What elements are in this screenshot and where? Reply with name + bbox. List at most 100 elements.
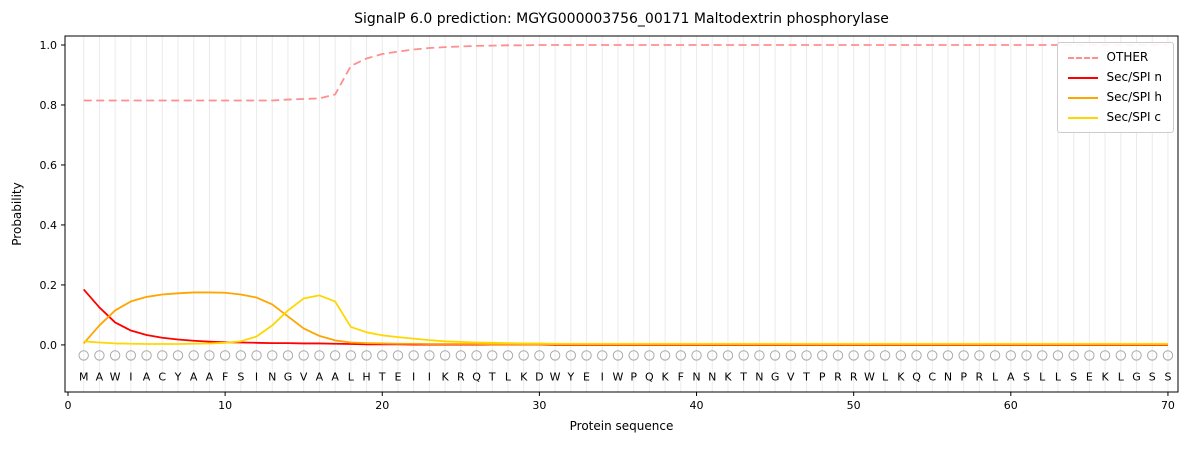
residue-letter: S (1149, 370, 1156, 383)
residue-letter: P (819, 370, 826, 383)
residue-marker-icon (219, 350, 231, 361)
residue-marker-icon (235, 350, 247, 361)
residue-marker-icon (377, 350, 388, 361)
residue-marker-icon (455, 350, 467, 361)
residue-letter: E (394, 370, 401, 383)
residue-letter: S (237, 370, 244, 383)
x-tick-label: 60 (1004, 399, 1018, 412)
residue-marker-icon (597, 350, 608, 361)
residue-marker-icon (801, 350, 812, 361)
legend-label: Sec/SPI c (1106, 110, 1161, 124)
y-tick-label: 0.4 (40, 219, 58, 232)
residue-letter: S (1070, 370, 1077, 383)
residue-letter: V (787, 370, 795, 383)
residue-marker-icon (125, 350, 137, 361)
residue-letter: K (897, 370, 905, 383)
residue-marker-icon (911, 350, 922, 361)
residue-letter: Y (566, 370, 574, 383)
residue-marker-icon (392, 350, 404, 361)
residue-marker-icon (864, 350, 875, 361)
residue-marker-icon (1162, 350, 1174, 361)
residue-marker-icon (785, 350, 797, 361)
residue-letter: P (630, 370, 637, 383)
residue-marker-icon (251, 350, 262, 361)
residue-letter: E (1086, 370, 1093, 383)
residue-letter: R (976, 370, 984, 383)
series-lines (83, 44, 1168, 346)
residue-marker-icon (1147, 350, 1158, 361)
residue-letter: L (348, 370, 355, 383)
residue-letter: Q (645, 370, 654, 383)
residue-letter: Q (472, 370, 481, 383)
residue-marker-icon (974, 350, 985, 361)
y-tick-label: 0.6 (40, 159, 58, 172)
residue-marker-icon (958, 350, 969, 361)
residue-marker-icon (314, 350, 325, 361)
x-tick-label: 70 (1161, 399, 1175, 412)
residue-letter: T (378, 370, 386, 383)
residue-marker-icon (707, 350, 718, 361)
residue-marker-icon (188, 350, 199, 361)
residue-letter: L (882, 370, 889, 383)
legend-label: Sec/SPI n (1106, 70, 1162, 84)
residue-letter: A (143, 370, 151, 383)
residue-marker-icon (361, 350, 372, 361)
residue-letter: T (739, 370, 747, 383)
y-axis-label: Probability (10, 182, 24, 246)
residue-marker-icon (1068, 350, 1079, 361)
series-other (83, 44, 1168, 102)
gridlines (83, 36, 1169, 392)
residue-marker-icon (408, 350, 419, 361)
residue-letter: N (708, 370, 716, 383)
residue-letter: M (79, 370, 89, 383)
residue-marker-icon (644, 350, 655, 361)
residue-letter: W (864, 370, 875, 383)
residue-letter: P (960, 370, 967, 383)
residue-marker-icon (1115, 350, 1127, 361)
residue-letter: F (678, 370, 684, 383)
residue-letter: F (222, 370, 228, 383)
residue-marker-icon (738, 350, 749, 361)
y-tick-label: 0.0 (40, 339, 58, 352)
residue-marker-icon (78, 350, 89, 361)
residue-letter: T (488, 370, 496, 383)
chart-title: SignalP 6.0 prediction: MGYG000003756_00… (354, 11, 889, 27)
residue-letter: K (724, 370, 732, 383)
residue-marker-icon (581, 350, 592, 361)
residue-marker-icon (141, 350, 152, 361)
residue-letter: K (1101, 370, 1109, 383)
legend-line-sample (1067, 56, 1098, 59)
legend-line-sample (1067, 116, 1098, 119)
x-tick-label: 40 (690, 399, 704, 412)
x-tick-label: 0 (64, 399, 71, 412)
residue-marker-icon (895, 350, 907, 361)
residue-letter: H (362, 370, 370, 383)
residue-marker-icon (549, 350, 561, 361)
residue-letter: A (206, 370, 214, 383)
residue-marker-icon (502, 350, 514, 361)
residue-letter: R (457, 370, 465, 383)
residue-letter: N (944, 370, 952, 383)
series-sec-spi-n (83, 288, 1168, 346)
residue-marker-icon (817, 350, 828, 361)
residue-letter: G (1132, 370, 1141, 383)
residue-letter: V (300, 370, 308, 383)
axes-box (64, 35, 1179, 393)
y-tick-label: 0.2 (40, 279, 58, 292)
residue-letter: Y (174, 370, 182, 383)
residue-letter: Q (912, 370, 921, 383)
y-tick-label: 1.0 (40, 39, 58, 52)
x-tick-label: 10 (218, 399, 232, 412)
residue-letter: K (520, 370, 528, 383)
residue-marker-icon (989, 350, 1001, 361)
residue-letter: A (331, 370, 339, 383)
residue-marker-icon (267, 350, 278, 361)
legend-item-sec-spi-c: Sec/SPI c (1067, 110, 1162, 124)
series-sec-spi-c (83, 294, 1168, 345)
residue-letter: A (96, 370, 104, 383)
residue-letter: E (583, 370, 590, 383)
residue-markers (78, 350, 1174, 361)
residue-marker-icon (927, 350, 938, 361)
residue-marker-icon (848, 350, 859, 361)
